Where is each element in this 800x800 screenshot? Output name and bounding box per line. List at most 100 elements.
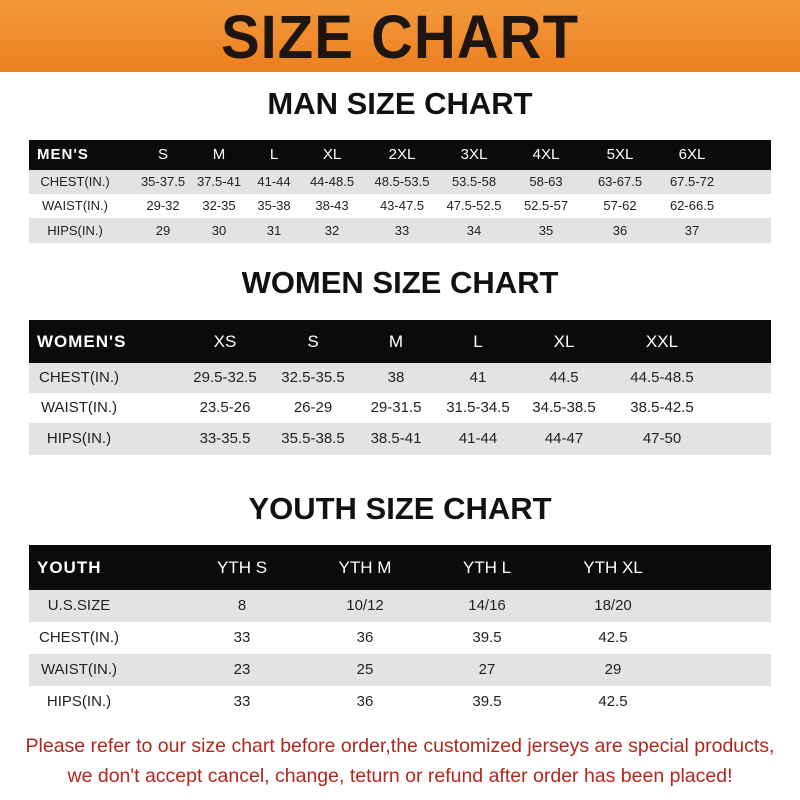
size-header: 3XL (460, 146, 488, 163)
table-row: HIPS(IN.) 29 30 31 32 33 34 35 36 37 (29, 218, 771, 243)
row-label: WAIST(IN.) (40, 399, 118, 416)
table-cell: 44.5-48.5 (630, 369, 694, 386)
table-cell: 33 (233, 693, 251, 710)
size-header: M (212, 146, 226, 163)
youth-size-table: YOUTH YTH S YTH M YTH L YTH XL U.S.SIZE 8 10/12… (29, 545, 771, 718)
table-cell: 8 (237, 597, 247, 614)
youth-header-row: YOUTH YTH S YTH M YTH L YTH XL (29, 545, 771, 590)
table-cell: 38.5-42.5 (630, 399, 694, 416)
table-cell: 33 (233, 629, 251, 646)
table-cell: 33 (394, 223, 410, 238)
size-header: 6XL (678, 146, 706, 163)
size-header: XXL (645, 332, 679, 351)
size-header: XL (553, 332, 575, 351)
table-cell: 36 (356, 629, 374, 646)
table-cell: 42.5 (598, 693, 628, 710)
row-label: CHEST(IN.) (40, 174, 110, 189)
size-header: YTH M (338, 558, 392, 577)
size-header: 4XL (532, 146, 560, 163)
table-row: WAIST(IN.) 29-32 32-35 35-38 38-43 43-47.5 47.… (29, 194, 771, 218)
row-label: HIPS(IN.) (47, 223, 103, 238)
row-label: WAIST(IN.) (42, 198, 108, 213)
table-cell: 29.5-32.5 (193, 369, 257, 386)
title-banner: SIZE CHART (0, 0, 800, 72)
men-section-title: MAN SIZE CHART (267, 86, 533, 121)
table-cell: 38.5-41 (370, 430, 422, 447)
size-header: XL (322, 146, 342, 163)
table-cell: 37 (684, 223, 700, 238)
table-row: WAIST(IN.) 23 25 27 29 (29, 654, 771, 686)
table-cell: 52.5-57 (523, 198, 569, 213)
table-cell: 18/20 (594, 597, 632, 614)
table-cell: 35.5-38.5 (281, 430, 345, 447)
table-cell: 29 (155, 223, 171, 238)
table-cell: 30 (211, 223, 227, 238)
table-cell: 37.5-41 (196, 174, 242, 189)
banner-title: SIZE CHART (221, 3, 579, 72)
row-label: CHEST(IN.) (39, 369, 119, 386)
table-cell: 43-47.5 (379, 198, 425, 213)
table-cell: 34.5-38.5 (532, 399, 596, 416)
table-cell: 58-63 (529, 174, 563, 189)
men-size-table: MEN'S S M L XL 2XL 3XL 4XL 5XL 6XL CHEST(IN.) 35-37… (29, 140, 771, 243)
youth-section-title: YOUTH SIZE CHART (248, 491, 552, 526)
table-cell: 23.5-26 (199, 399, 251, 416)
table-cell: 42.5 (598, 629, 628, 646)
table-title-cell: MEN'S (37, 146, 89, 163)
size-header: YTH L (462, 558, 512, 577)
table-cell: 25 (356, 661, 374, 678)
table-row: CHEST(IN.) 29.5-32.5 32.5-35.5 38 41 44.5 44.5… (29, 363, 771, 393)
table-cell: 39.5 (472, 693, 502, 710)
table-cell: 35-38 (257, 198, 291, 213)
table-cell: 10/12 (346, 597, 384, 614)
size-header: M (388, 332, 404, 351)
table-cell: 41-44 (458, 430, 498, 447)
table-cell: 57-62 (603, 198, 637, 213)
size-header: YTH S (216, 558, 268, 577)
table-cell: 41 (469, 369, 487, 386)
women-section-title: WOMEN SIZE CHART (241, 265, 559, 300)
table-cell: 14/16 (468, 597, 506, 614)
row-label: CHEST(IN.) (39, 629, 119, 646)
table-row: U.S.SIZE 8 10/12 14/16 18/20 (29, 590, 771, 622)
men-header-row: MEN'S S M L XL 2XL 3XL 4XL 5XL 6XL (29, 140, 771, 170)
table-cell: 31 (266, 223, 282, 238)
size-header: 2XL (388, 146, 416, 163)
table-cell: 47.5-52.5 (446, 198, 502, 213)
table-cell: 39.5 (472, 629, 502, 646)
table-cell: 63-67.5 (597, 174, 643, 189)
table-cell: 38-43 (315, 198, 349, 213)
footer-notice-line-2: we don't accept cancel, change, teturn o… (67, 765, 733, 787)
size-header: S (157, 146, 169, 163)
table-cell: 27 (478, 661, 496, 678)
table-title-cell: WOMEN'S (37, 332, 127, 351)
row-label: U.S.SIZE (47, 597, 111, 614)
table-cell: 38 (387, 369, 405, 386)
table-cell: 32-35 (202, 198, 236, 213)
table-cell: 29-32 (146, 198, 180, 213)
table-title-cell: YOUTH (37, 558, 102, 577)
table-cell: 26-29 (293, 399, 333, 416)
table-cell: 34 (466, 223, 482, 238)
row-label: WAIST(IN.) (40, 661, 118, 678)
table-cell: 23 (233, 661, 251, 678)
table-row: CHEST(IN.) 33 36 39.5 42.5 (29, 622, 771, 654)
table-cell: 41-44 (257, 174, 291, 189)
table-cell: 36 (612, 223, 628, 238)
table-cell: 53.5-58 (451, 174, 497, 189)
table-row: HIPS(IN.) 33 36 39.5 42.5 (29, 686, 771, 718)
footer-notice-line-1: Please refer to our size chart before or… (25, 735, 775, 757)
table-cell: 67.5-72 (669, 174, 715, 189)
table-cell: 44-48.5 (309, 174, 355, 189)
table-cell: 35-37.5 (140, 174, 186, 189)
table-cell: 35 (538, 223, 554, 238)
table-cell: 29 (604, 661, 622, 678)
table-row: WAIST(IN.) 23.5-26 26-29 29-31.5 31.5-34.5 34… (29, 393, 771, 423)
table-cell: 44.5 (549, 369, 579, 386)
women-size-table: WOMEN'S XS S M L XL XXL CHEST(IN.) 29.5-32.5 32.5… (29, 320, 771, 455)
row-label: HIPS(IN.) (46, 430, 112, 447)
size-header: YTH XL (583, 558, 643, 577)
women-header-row: WOMEN'S XS S M L XL XXL (29, 320, 771, 363)
row-label: HIPS(IN.) (46, 693, 112, 710)
table-cell: 36 (356, 693, 374, 710)
